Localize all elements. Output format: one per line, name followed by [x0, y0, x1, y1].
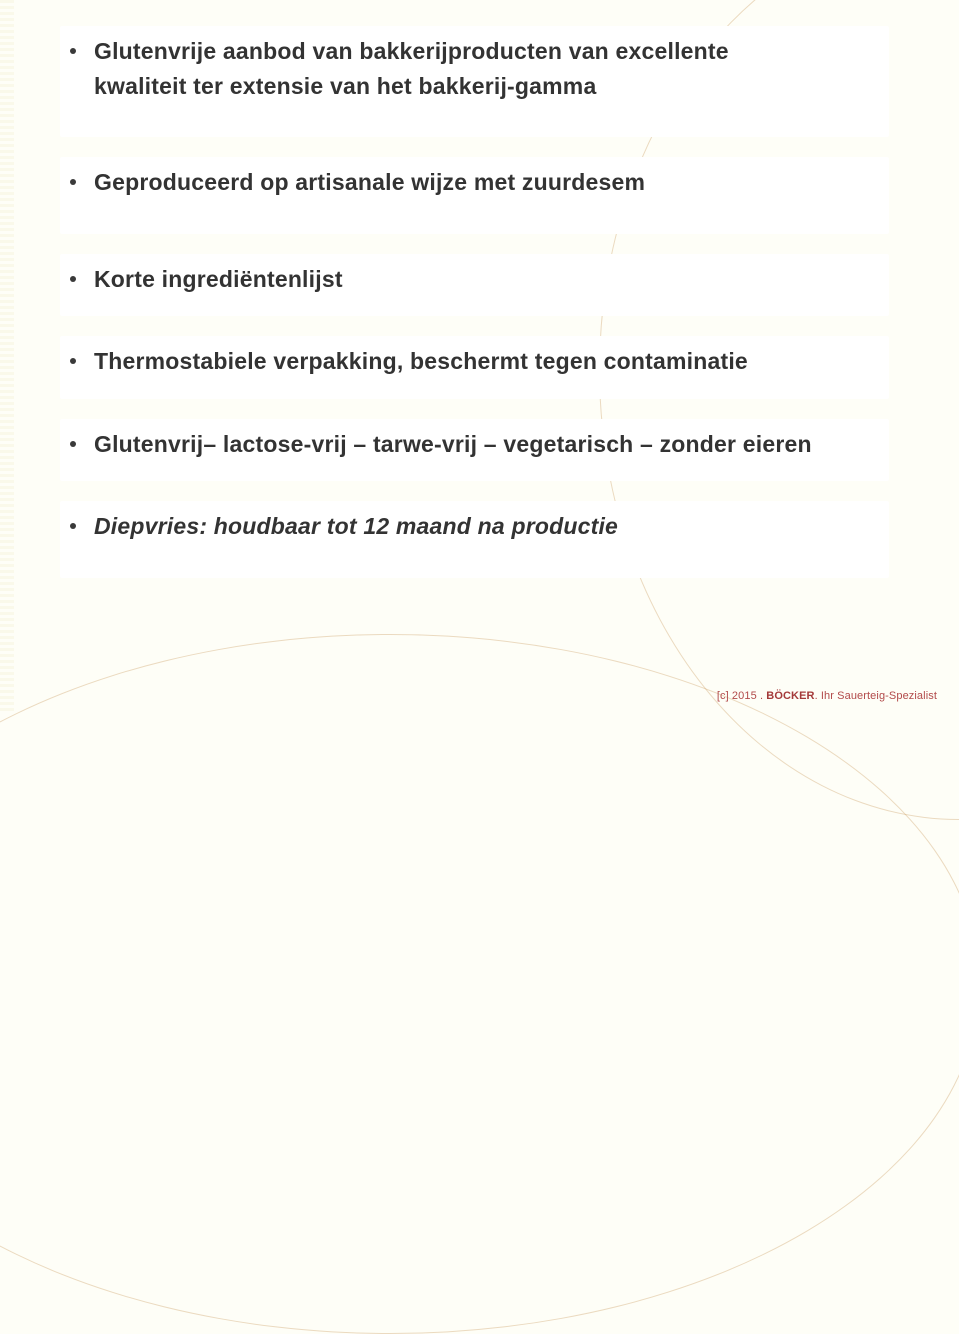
bullet-icon: [70, 523, 76, 529]
bullet-row: Diepvries: houdbaar tot 12 maand na prod…: [60, 509, 889, 544]
bullet-text: Korte ingrediëntenlijst: [94, 262, 889, 297]
bullet-band: Korte ingrediëntenlijst: [60, 254, 889, 317]
bullet-text: Diepvries: houdbaar tot 12 maand na prod…: [94, 509, 889, 544]
bullet-text: Glutenvrij– lactose-vrij – tarwe-vrij – …: [94, 427, 889, 462]
bullet-row: Korte ingrediëntenlijst: [60, 262, 889, 297]
bullet-text: Geproduceerd op artisanale wijze met zuu…: [94, 165, 889, 200]
bullet-band: Glutenvrij– lactose-vrij – tarwe-vrij – …: [60, 419, 889, 482]
bullet-band: Geproduceerd op artisanale wijze met zuu…: [60, 157, 889, 234]
bullet-band: Thermostabiele verpakking, beschermt teg…: [60, 336, 889, 399]
bullet-text: Glutenvrije aanbod van bakkerijproducten…: [94, 34, 814, 103]
bullet-band: Glutenvrije aanbod van bakkerijproducten…: [60, 26, 889, 137]
bullet-icon: [70, 276, 76, 282]
bullet-band: Diepvries: houdbaar tot 12 maand na prod…: [60, 501, 889, 578]
bullet-row: Glutenvrij– lactose-vrij – tarwe-vrij – …: [60, 427, 889, 462]
bullet-row: Thermostabiele verpakking, beschermt teg…: [60, 344, 889, 379]
content-area: Glutenvrije aanbod van bakkerijproducten…: [0, 26, 959, 578]
slide-page: Glutenvrije aanbod van bakkerijproducten…: [0, 0, 959, 714]
bullet-text: Thermostabiele verpakking, beschermt teg…: [94, 344, 889, 379]
footer: [c] 2015 . BÖCKER. Ihr Sauerteig-Spezial…: [717, 690, 937, 702]
footer-brand: BÖCKER: [766, 690, 814, 702]
bullet-icon: [70, 179, 76, 185]
footer-copyright: [c] 2015 .: [717, 690, 766, 702]
bullet-icon: [70, 441, 76, 447]
footer-tagline: . Ihr Sauerteig-Spezialist: [815, 690, 937, 702]
bullet-icon: [70, 48, 76, 54]
bullet-row: Glutenvrije aanbod van bakkerijproducten…: [60, 34, 889, 103]
bullet-row: Geproduceerd op artisanale wijze met zuu…: [60, 165, 889, 200]
bullet-icon: [70, 358, 76, 364]
